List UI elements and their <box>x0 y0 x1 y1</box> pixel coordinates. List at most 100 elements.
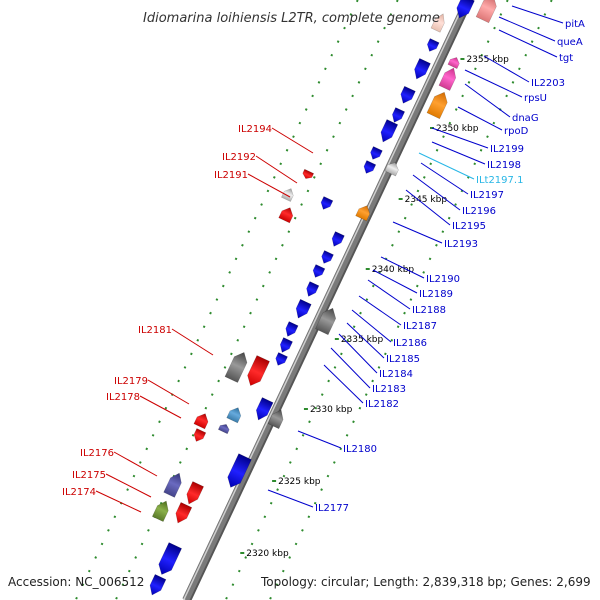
right-leader-8 <box>431 127 489 149</box>
gene-feature-42 <box>158 542 182 575</box>
right-gene-label-15[interactable]: IL2190 <box>426 274 460 285</box>
right-leader-5 <box>464 69 523 98</box>
kbp-label-3: 2345 kbp <box>405 195 448 205</box>
gene-feature-1 <box>475 0 497 24</box>
gene-feature-36 <box>193 428 207 442</box>
right-gene-label-8[interactable]: IL2199 <box>490 144 524 155</box>
gene-feature-3 <box>430 13 445 33</box>
gene-feature-14 <box>384 162 399 177</box>
kbp-label-5: 2335 kbp <box>341 335 384 345</box>
right-gene-label-16[interactable]: IL2189 <box>419 289 453 300</box>
right-gene-label-12[interactable]: IL2196 <box>462 206 496 217</box>
right-gene-label-3[interactable]: tgt <box>559 53 573 64</box>
left-gene-label-2[interactable]: IL2192 <box>222 152 256 163</box>
left-gene-label-9[interactable]: IL2174 <box>62 487 96 498</box>
right-gene-label-9[interactable]: IL2198 <box>487 160 521 171</box>
gene-feature-39 <box>186 481 204 505</box>
right-leader-25 <box>267 489 314 508</box>
gene-features <box>149 0 497 596</box>
right-gene-label-25[interactable]: IL2177 <box>315 503 349 514</box>
left-leader-7 <box>113 451 158 477</box>
topology-text: Topology: circular; Length: 2,839,318 bp… <box>260 575 591 589</box>
right-leader-12 <box>412 174 461 211</box>
genome-title: Idiomarina loihiensis L2TR, complete gen… <box>143 11 440 26</box>
gene-feature-27 <box>279 337 293 353</box>
right-gene-label-22[interactable]: IL2183 <box>372 384 406 395</box>
gene-feature-19 <box>278 207 294 224</box>
gene-feature-6 <box>414 58 431 80</box>
right-leader-10 <box>418 152 475 180</box>
dotted-tracks <box>74 0 553 600</box>
gene-feature-24 <box>295 298 312 319</box>
gene-feature-13 <box>363 160 377 174</box>
kbp-label-1: 2355 kbp <box>466 55 509 65</box>
left-leader-6 <box>139 395 182 419</box>
left-gene-label-7[interactable]: IL2176 <box>80 448 114 459</box>
right-gene-label-20[interactable]: IL2185 <box>386 354 420 365</box>
backbone-line <box>182 0 471 600</box>
dotted-track-2 <box>114 0 399 600</box>
right-leader-23 <box>323 364 364 404</box>
kbp-label-4: 2340 kbp <box>372 265 415 275</box>
right-leader-15 <box>380 256 425 279</box>
gene-feature-21 <box>321 250 334 264</box>
gene-feature-22 <box>312 264 326 278</box>
left-leader-3 <box>247 173 291 198</box>
left-gene-label-5[interactable]: IL2179 <box>114 376 148 387</box>
right-gene-label-10[interactable]: ILt2197.1 <box>476 175 523 186</box>
gene-feature-4 <box>427 38 440 52</box>
right-leader-19 <box>351 309 392 343</box>
left-gene-label-4[interactable]: IL2181 <box>138 325 172 336</box>
right-leader-11 <box>420 162 469 195</box>
right-gene-label-7[interactable]: rpoD <box>504 126 529 137</box>
gene-feature-10 <box>392 107 406 123</box>
gene-feature-12 <box>370 146 383 160</box>
right-leader-7 <box>457 106 503 131</box>
left-gene-label-3[interactable]: IL2191 <box>214 170 248 181</box>
gene-feature-25 <box>315 307 337 336</box>
dotted-track-1 <box>74 0 359 600</box>
left-gene-label-6[interactable]: IL2178 <box>106 392 140 403</box>
right-gene-label-2[interactable]: queA <box>557 37 583 48</box>
right-gene-label-6[interactable]: dnaG <box>512 113 539 124</box>
gene-feature-40 <box>151 500 169 522</box>
right-leader-9 <box>431 141 486 165</box>
left-leader-8 <box>105 473 152 498</box>
accession-text: Accession: NC_006512 <box>8 575 144 589</box>
left-gene-label-1[interactable]: IL2194 <box>238 124 272 135</box>
right-gene-label-18[interactable]: IL2187 <box>403 321 437 332</box>
gene-feature-18 <box>355 205 371 222</box>
right-gene-label-17[interactable]: IL2188 <box>412 305 446 316</box>
right-gene-label-21[interactable]: IL2184 <box>379 369 413 380</box>
left-leader-9 <box>95 490 142 513</box>
right-gene-label-11[interactable]: IL2197 <box>470 190 504 201</box>
right-leader-16 <box>372 269 418 294</box>
right-gene-label-5[interactable]: rpsU <box>524 93 547 104</box>
gene-feature-26 <box>285 321 299 337</box>
right-gene-label-23[interactable]: IL2182 <box>365 399 399 410</box>
dotted-track-4 <box>268 0 553 600</box>
right-leader-2 <box>498 16 556 42</box>
right-leader-17 <box>367 279 411 310</box>
right-gene-label-24[interactable]: IL2180 <box>343 444 377 455</box>
gene-feature-28 <box>275 352 288 366</box>
right-gene-label-13[interactable]: IL2195 <box>452 221 486 232</box>
gene-feature-41 <box>175 502 193 524</box>
kbp-label-6: 2330 kbp <box>310 405 353 415</box>
gene-feature-20 <box>331 231 345 247</box>
right-gene-label-19[interactable]: IL2186 <box>393 338 427 349</box>
backbone-highlight <box>183 0 467 600</box>
left-gene-label-8[interactable]: IL2175 <box>72 470 106 481</box>
gene-feature-15 <box>302 168 315 179</box>
right-gene-label-1[interactable]: pitA <box>565 19 585 30</box>
right-gene-label-14[interactable]: IL2193 <box>444 239 478 250</box>
right-leader-18 <box>358 295 402 326</box>
right-gene-label-4[interactable]: IL2203 <box>531 78 565 89</box>
gene-feature-32 <box>267 409 284 430</box>
genome-backbone <box>182 0 473 600</box>
gene-feature-34 <box>217 424 230 435</box>
left-leader-4 <box>171 328 214 356</box>
left-leader-1 <box>271 127 314 154</box>
gene-feature-9 <box>426 91 448 120</box>
